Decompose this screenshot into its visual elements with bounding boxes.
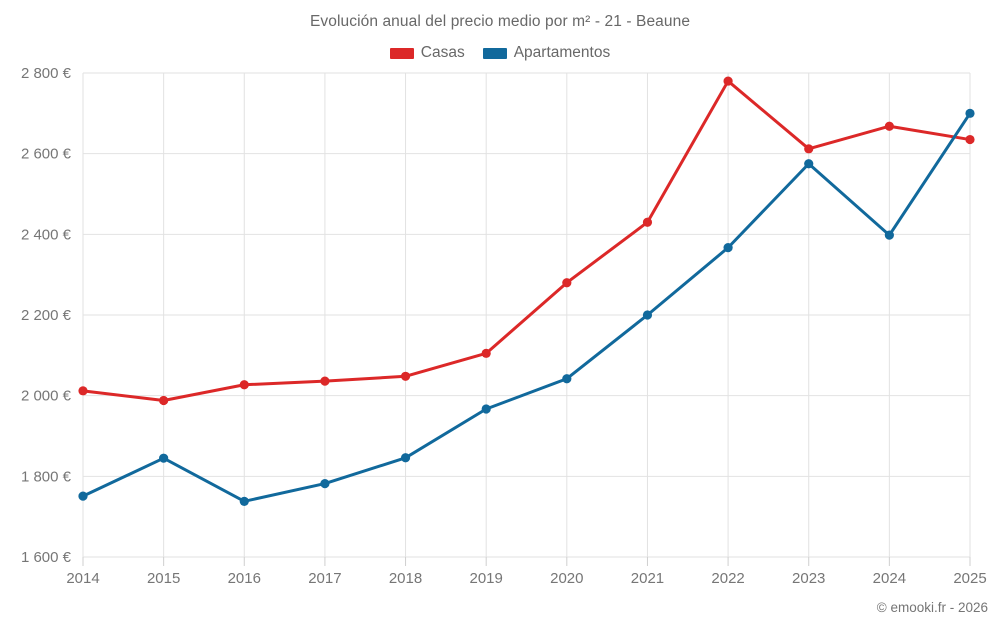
y-axis-tick-label: 2 200 € (21, 307, 72, 324)
chart-credit: © emooki.fr - 2026 (876, 600, 988, 615)
data-point-marker[interactable] (159, 453, 169, 463)
data-point-marker[interactable] (239, 496, 249, 506)
data-point-marker[interactable] (642, 217, 653, 227)
legend-item-casas[interactable]: Casas (389, 44, 465, 62)
x-axis-tick-label: 2022 (711, 570, 744, 587)
data-point-marker[interactable] (965, 134, 975, 145)
data-point-marker[interactable] (804, 144, 814, 154)
data-point-marker[interactable] (239, 380, 249, 390)
chart-legend: Casas Apartamentos (0, 44, 1000, 62)
chart-title: Evolución anual del precio medio por m² … (309, 13, 691, 30)
data-point-marker[interactable] (320, 478, 330, 489)
series-line-casas (81, 79, 972, 403)
legend-label-apartamentos: Apartamentos (513, 44, 611, 61)
y-axis-tick-label: 1 800 € (21, 468, 72, 485)
x-axis-tick-label: 2024 (873, 570, 906, 587)
chart-gridlines (82, 72, 971, 558)
legend-swatch-apartamentos (482, 47, 507, 59)
series-line-apartamentos (81, 111, 972, 503)
data-point-marker[interactable] (320, 376, 330, 386)
x-axis-tick-marks (82, 557, 971, 566)
data-point-marker[interactable] (723, 76, 733, 86)
y-axis-tick-label: 2 800 € (21, 65, 72, 82)
y-axis-tick-labels: 1 600 € 1 800 € 2 000 € 2 200 € 2 400 € 2 600… (21, 65, 72, 566)
y-axis-tick-label: 2 400 € (21, 226, 72, 243)
x-axis-tick-label: 2016 (228, 570, 261, 587)
legend-label-casas: Casas (420, 44, 465, 61)
data-point-marker[interactable] (481, 348, 491, 358)
x-axis-tick-label: 2025 (953, 570, 986, 587)
data-point-marker[interactable] (78, 386, 88, 396)
data-point-marker[interactable] (159, 395, 169, 406)
x-axis-tick-label: 2018 (389, 570, 422, 587)
data-point-marker[interactable] (723, 243, 733, 253)
y-axis-tick-label: 1 600 € (21, 549, 72, 566)
y-axis-tick-label: 2 000 € (21, 388, 72, 405)
x-axis-tick-label: 2014 (66, 570, 99, 587)
data-point-marker[interactable] (884, 230, 894, 240)
legend-item-apartamentos[interactable]: Apartamentos (482, 44, 611, 62)
x-axis-tick-label: 2015 (147, 570, 180, 587)
x-axis-tick-label: 2023 (792, 570, 825, 587)
data-point-marker[interactable] (642, 310, 653, 320)
legend-swatch-casas (389, 47, 414, 59)
data-point-marker[interactable] (965, 108, 975, 118)
y-axis-tick-label: 2 600 € (21, 146, 72, 163)
data-point-marker[interactable] (804, 159, 814, 169)
data-point-marker[interactable] (78, 491, 88, 501)
x-axis-tick-label: 2019 (469, 570, 502, 587)
x-axis-tick-label: 2021 (631, 570, 664, 587)
chart-series-markers (78, 76, 975, 506)
x-axis-tick-label: 2020 (550, 570, 583, 587)
chart-series-lines (81, 79, 972, 503)
data-point-marker[interactable] (562, 278, 572, 288)
data-point-marker[interactable] (400, 371, 411, 381)
data-point-marker[interactable] (884, 121, 894, 131)
data-point-marker[interactable] (481, 404, 491, 414)
data-point-marker[interactable] (562, 374, 572, 384)
x-axis-tick-label: 2017 (308, 570, 341, 587)
data-point-marker[interactable] (400, 453, 411, 463)
x-axis-tick-labels: 2014 2015 2016 2017 2018 2019 2020 2021 2022 2023… (66, 570, 986, 587)
